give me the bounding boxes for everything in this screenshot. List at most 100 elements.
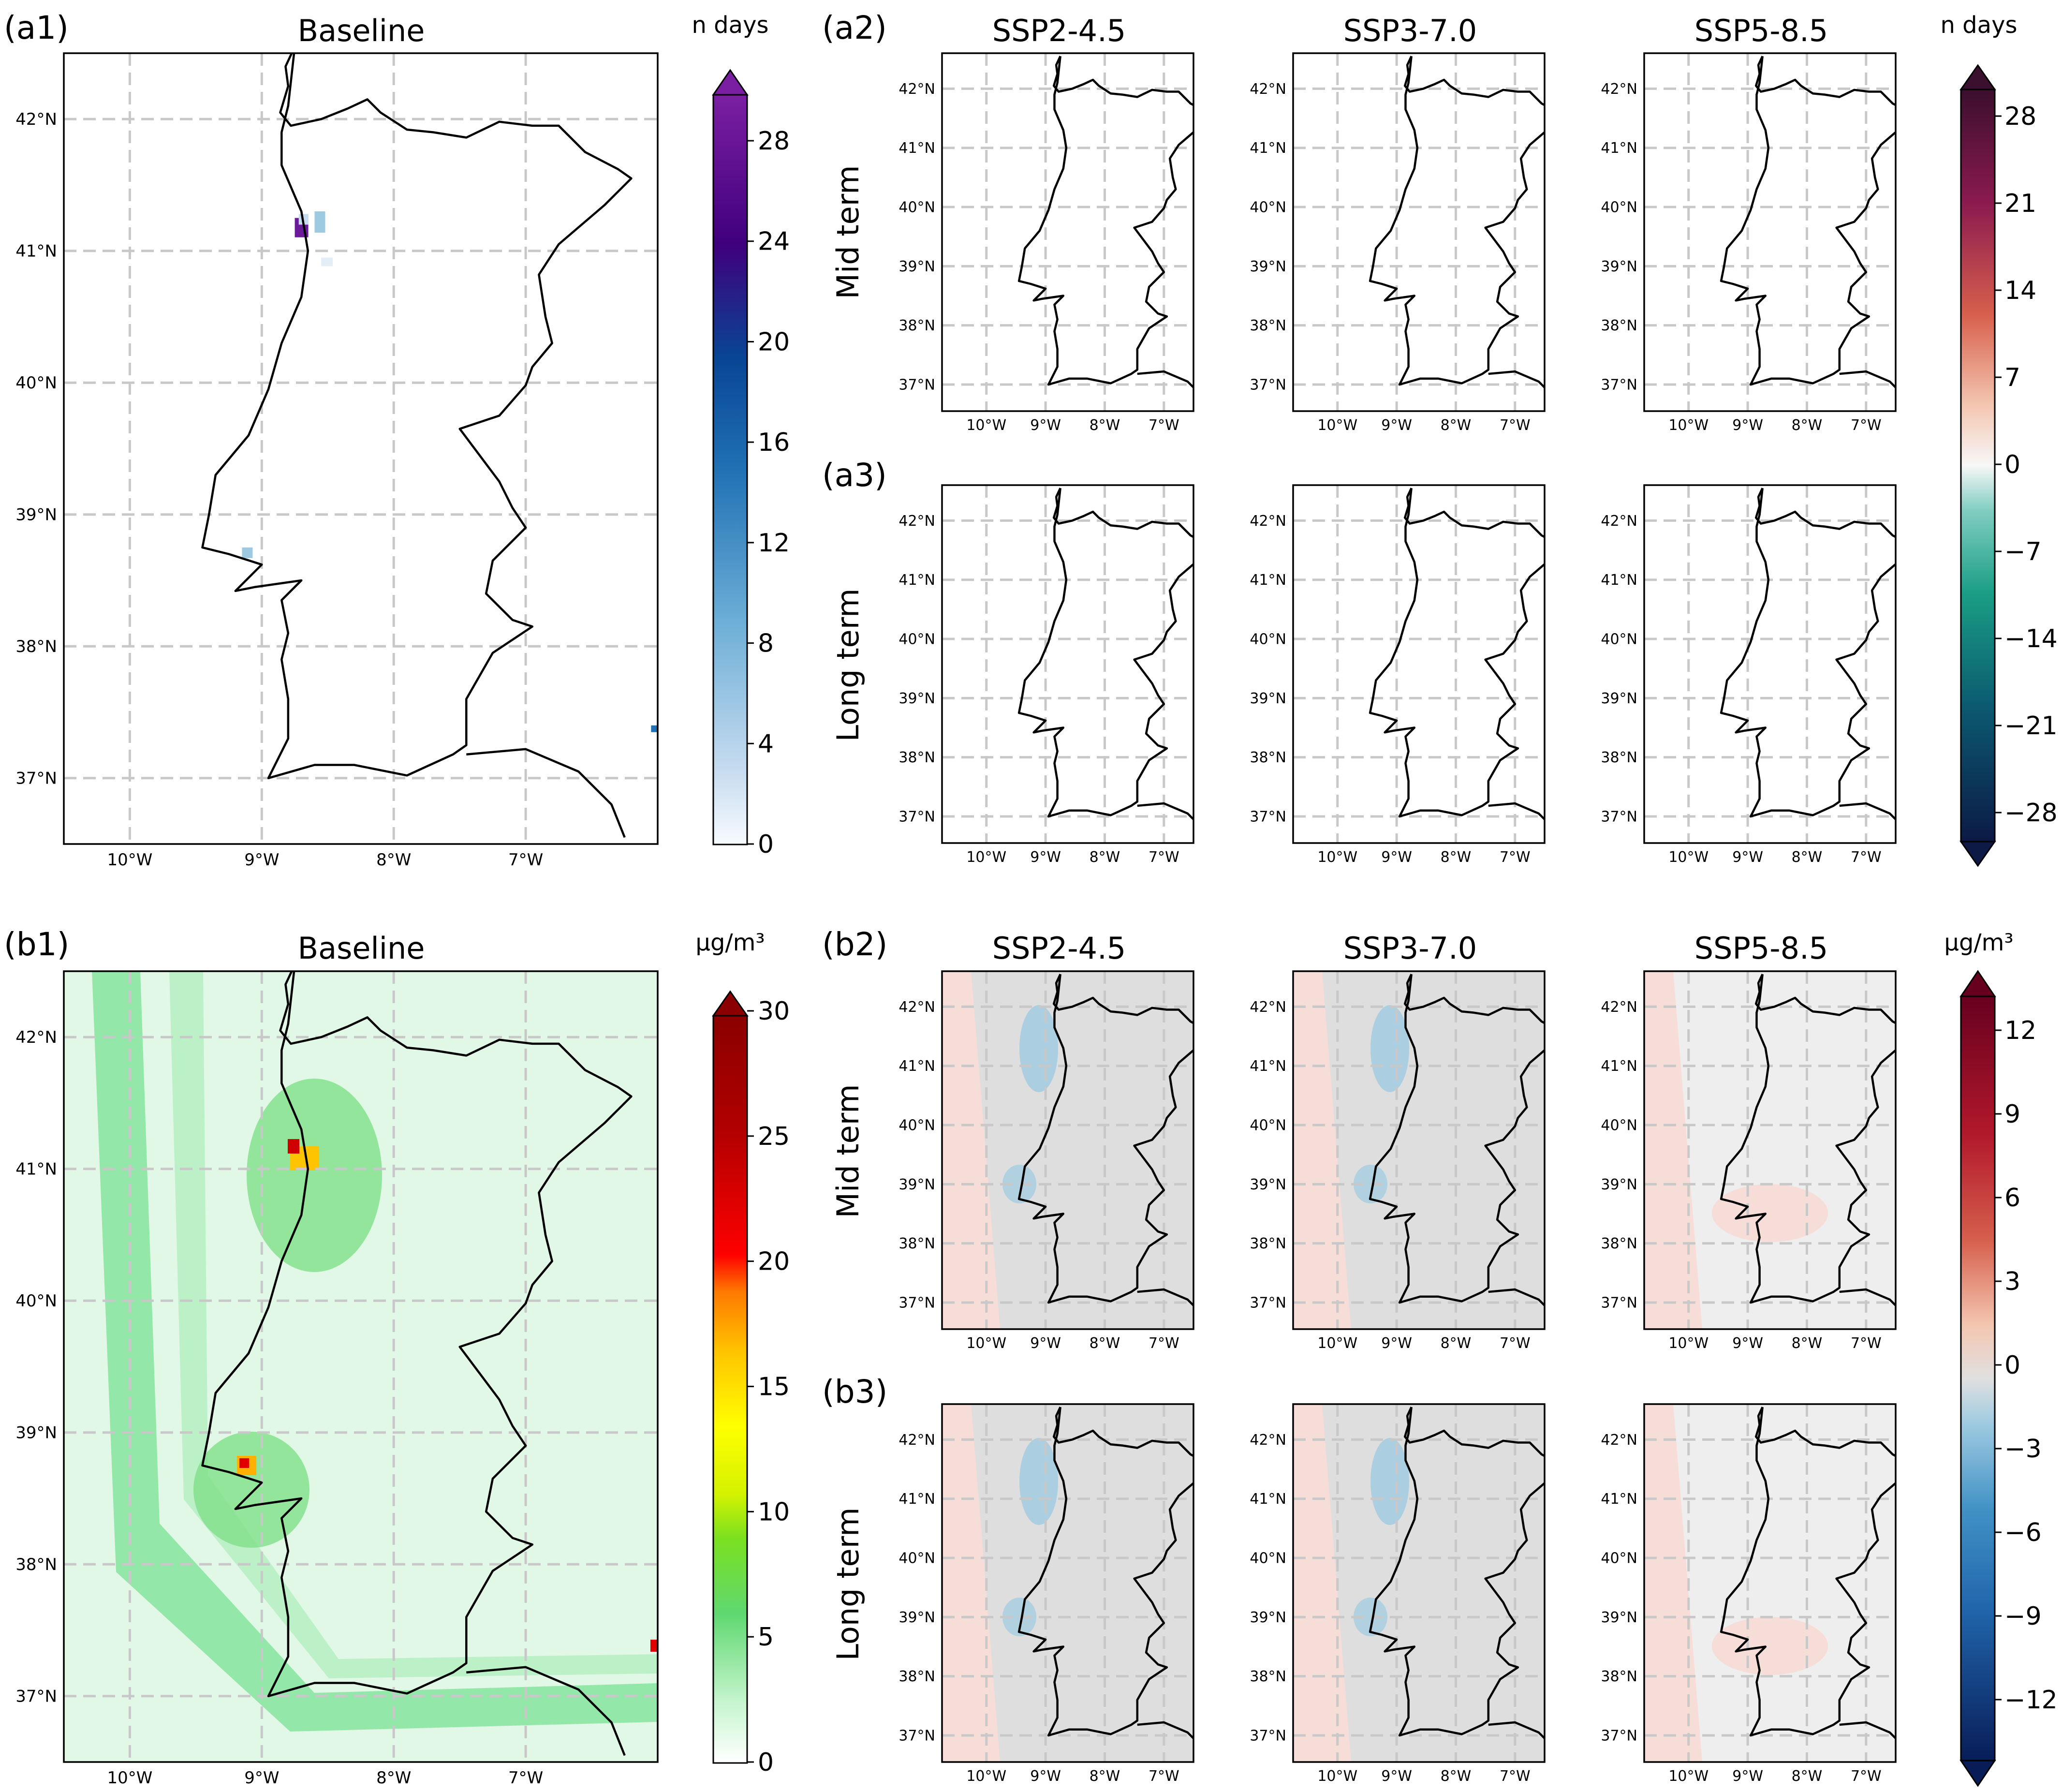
field-gibraltar-peak <box>650 1640 658 1652</box>
lat-tick-label: 37°N <box>1601 376 1637 393</box>
lon-tick-label: 9°W <box>1732 849 1763 866</box>
lat-tick-label: 37°N <box>1601 1727 1637 1744</box>
lat-tick-label: 37°N <box>1601 1294 1637 1311</box>
lon-tick-label: 10°W <box>1317 1768 1357 1785</box>
lat-tick-label: 41°N <box>1601 572 1637 589</box>
panel-label-a1: (a1) <box>4 9 69 46</box>
colorbar-tick-label: 10 <box>758 1497 790 1526</box>
lon-tick-label: 8°W <box>1090 417 1120 434</box>
lon-tick-label: 8°W <box>1792 849 1823 866</box>
map-background <box>1293 485 1545 843</box>
coastline <box>1017 974 1193 1304</box>
colorbar-tick-label: 20 <box>758 327 790 356</box>
lon-tick-label: 7°W <box>1149 417 1179 434</box>
lat-tick-label: 39°N <box>15 505 57 525</box>
map-frame <box>1643 52 1897 412</box>
lon-tick-label: 9°W <box>244 850 279 870</box>
colorbar-b-baseline-unit: µg/m³ <box>695 929 765 956</box>
lat-tick-label: 39°N <box>1250 690 1286 707</box>
row-label-a-long: Long term <box>830 589 866 742</box>
lon-tick-label: 7°W <box>1149 849 1179 866</box>
map-frame <box>1643 484 1897 844</box>
lat-tick-label: 37°N <box>898 1727 935 1744</box>
field-pink-south <box>1712 1617 1828 1675</box>
colorbar-b-change: µg/m³ 12 9 6 3 0 −3 −6 −9 −12 <box>1944 929 2058 1787</box>
colorbar-tick-label: 8 <box>758 629 774 658</box>
field-lisbon-peak <box>239 1458 249 1468</box>
colorbar-tick-label: 16 <box>758 428 790 457</box>
colorbar-a-change: n days 28 21 14 7 0 −7 −14 −21 −28 <box>1941 12 2058 867</box>
lon-tick-label: 10°W <box>1317 1335 1357 1352</box>
lat-tick-label: 41°N <box>898 1491 935 1508</box>
lon-tick-label: 9°W <box>1732 1768 1763 1785</box>
lon-tick-label: 9°W <box>1381 417 1412 434</box>
colorbar-tick-label: 0 <box>2004 450 2020 479</box>
map-frame <box>1643 970 1897 1330</box>
lon-tick-label: 10°W <box>1668 1768 1709 1785</box>
field-lisbon-plume <box>193 1432 309 1548</box>
colorbar-tick-label: −6 <box>2004 1518 2042 1547</box>
lat-tick-label: 42°N <box>1250 1432 1286 1449</box>
lon-tick-label: 8°W <box>1441 849 1472 866</box>
lat-tick-label: 37°N <box>898 808 935 825</box>
colorbar-a-baseline: n days 0 4 8 12 16 20 24 28 <box>692 12 790 859</box>
lat-tick-label: 41°N <box>1250 572 1286 589</box>
colorbar-b-change-bar <box>1960 995 1996 1762</box>
coastline-spain <box>1488 1288 1545 1307</box>
lat-tick-label: 39°N <box>898 1609 935 1626</box>
lat-tick-label: 40°N <box>898 631 935 648</box>
map-background <box>942 53 1193 411</box>
colorbar-a-change-unit: n days <box>1941 12 2018 39</box>
lat-tick-label: 40°N <box>1601 1550 1637 1567</box>
colorbar-tick-label: 25 <box>758 1122 790 1151</box>
lon-tick-label: 9°W <box>1030 849 1061 866</box>
field-pink-offshore <box>942 971 1000 1329</box>
lat-tick-label: 42°N <box>898 1432 935 1449</box>
field-blue-north <box>1370 1438 1409 1525</box>
coastline <box>1369 974 1545 1304</box>
lat-tick-label: 40°N <box>898 1117 935 1134</box>
scenario-title-a-ssp585: SSP5-8.5 <box>1694 13 1828 48</box>
panel-label-b3: (b3) <box>822 1373 887 1410</box>
lat-tick-label: 38°N <box>15 1555 57 1574</box>
lon-tick-label: 9°W <box>1381 849 1412 866</box>
colorbar-b-change-unit: µg/m³ <box>1944 929 2013 956</box>
lat-tick-label: 39°N <box>1250 1176 1286 1193</box>
lat-tick-label: 38°N <box>1601 317 1637 334</box>
lon-tick-label: 8°W <box>1441 1335 1472 1352</box>
lat-tick-label: 38°N <box>1250 1668 1286 1685</box>
lat-tick-label: 42°N <box>898 999 935 1016</box>
colorbar-tick-label: −3 <box>2004 1435 2042 1464</box>
lat-tick-label: 38°N <box>1250 749 1286 766</box>
coastline-spain <box>1839 1288 1896 1307</box>
colorbar-tick-label: 20 <box>758 1247 790 1276</box>
colorbar-tick-label: 6 <box>2004 1184 2020 1213</box>
lat-tick-label: 40°N <box>1250 1550 1286 1567</box>
lon-tick-label: 7°W <box>1851 1768 1882 1785</box>
lat-tick-label: 41°N <box>898 140 935 157</box>
map-frame <box>1292 484 1546 844</box>
lat-tick-label: 37°N <box>1250 376 1286 393</box>
coastline-spain <box>1488 802 1545 821</box>
lat-tick-label: 42°N <box>1601 513 1637 530</box>
lat-tick-label: 40°N <box>15 373 57 393</box>
lat-tick-label: 38°N <box>1601 749 1637 766</box>
lat-tick-label: 42°N <box>1601 81 1637 98</box>
coastline-spain <box>1839 1721 1896 1740</box>
field-blue-north <box>1019 1438 1058 1525</box>
field-pink-offshore <box>1644 1404 1702 1762</box>
coastline <box>1369 56 1545 386</box>
lon-tick-label: 10°W <box>1668 417 1709 434</box>
lat-tick-label: 40°N <box>15 1291 57 1311</box>
colorbar-b-baseline: µg/m³ 0 5 10 15 20 25 30 <box>695 929 790 1777</box>
colorbar-tick-label: 7 <box>2004 363 2020 392</box>
colorbar-a-baseline-unit: n days <box>692 12 769 39</box>
row-label-a-mid: Mid term <box>830 165 866 299</box>
row-label-b-long: Long term <box>830 1508 866 1661</box>
scenario-title-a-ssp370: SSP3-7.0 <box>1343 13 1477 48</box>
baseline-title-a: Baseline <box>298 13 425 48</box>
lon-tick-label: 9°W <box>1381 1768 1412 1785</box>
colorbar-a-change-bar <box>1960 89 1996 843</box>
lat-tick-label: 40°N <box>1601 199 1637 216</box>
lon-tick-label: 10°W <box>107 1768 152 1788</box>
